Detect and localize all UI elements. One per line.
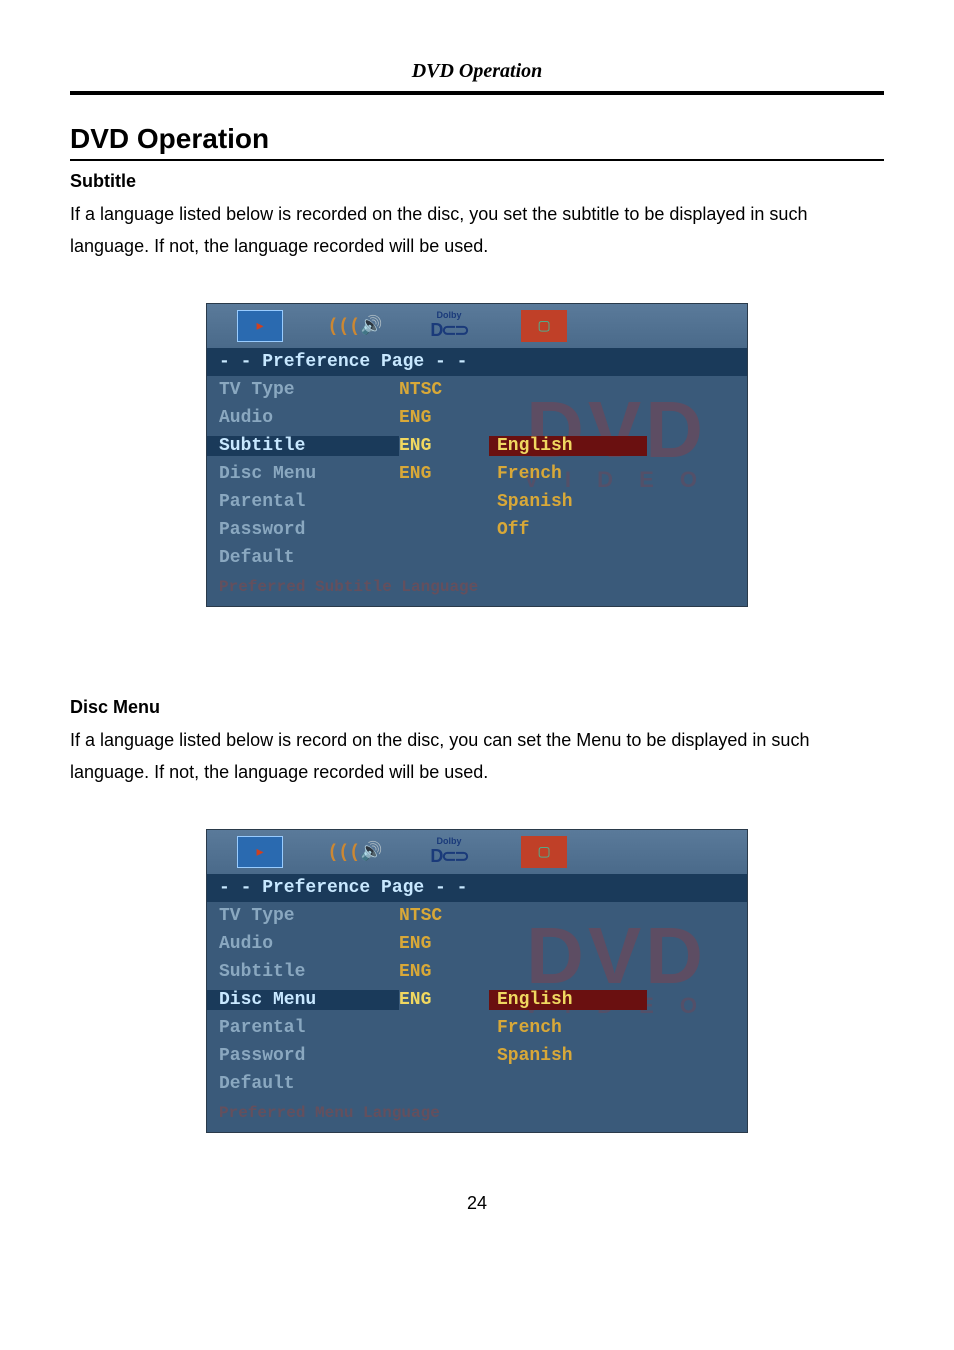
menu-item-label: Default [207,548,399,568]
section-heading-subtitle: Subtitle [70,171,884,192]
osd-screenshot-subtitle: DVD V I D E O ▸ (((🔊 Dolby D⊂⊃ ▢ - - Pre… [70,303,884,607]
tab-general-icon[interactable]: ▸ [237,836,283,868]
menu-row[interactable]: TV TypeNTSC [207,902,747,930]
menu-row[interactable]: AudioENG [207,930,747,958]
menu-item-label: Parental [207,1018,399,1038]
menu-row[interactable]: Password Spanish [207,1042,747,1070]
menu-item-value: NTSC [399,380,489,400]
menu-item-label: Default [207,1074,399,1094]
menu-item-label: Password [207,1046,399,1066]
section-body-subtitle: If a language listed below is recorded o… [70,198,884,263]
osd-footer-hint: Preferred Subtitle Language [207,572,747,606]
menu-item-option[interactable]: French [489,1018,647,1038]
menu-item-label: Subtitle [207,962,399,982]
menu-item-label: TV Type [207,380,399,400]
tab-preference-icon[interactable]: ▢ [521,836,567,868]
dolby-dd: D⊂⊃ [430,320,467,341]
section-body-discmenu: If a language listed below is record on … [70,724,884,789]
menu-item-value: ENG [399,934,489,954]
menu-row[interactable]: Default [207,544,747,572]
menu-item-label: Subtitle [207,436,399,456]
menu-item-option[interactable]: Spanish [489,1046,647,1066]
osd-footer-hint: Preferred Menu Language [207,1098,747,1132]
page-title: DVD Operation [70,123,884,155]
menu-item-label: TV Type [207,906,399,926]
menu-row[interactable]: Disc MenuENGEnglish [207,986,747,1014]
title-underline [70,159,884,161]
menu-row[interactable]: TV TypeNTSC [207,376,747,404]
dolby-label: Dolby [436,836,461,846]
menu-item-label: Disc Menu [207,990,399,1010]
menu-item-value: NTSC [399,906,489,926]
header-rule [70,91,884,95]
tab-dolby-icon[interactable]: Dolby D⊂⊃ [427,837,471,867]
osd-page-title: - - Preference Page - - [207,874,747,902]
osd-tab-bar: ▸ (((🔊 Dolby D⊂⊃ ▢ [207,304,747,348]
menu-item-label: Audio [207,934,399,954]
menu-item-label: Password [207,520,399,540]
menu-row[interactable]: SubtitleENG [207,958,747,986]
osd-screenshot-discmenu: DVD V I D E O ▸ (((🔊 Dolby D⊂⊃ ▢ - - Pre… [70,829,884,1133]
dolby-label: Dolby [436,310,461,320]
menu-item-option[interactable]: Off [489,520,647,540]
osd-screen: DVD V I D E O ▸ (((🔊 Dolby D⊂⊃ ▢ - - Pre… [206,303,748,607]
menu-row[interactable]: Parental Spanish [207,488,747,516]
menu-item-value: ENG [399,464,489,484]
menu-row[interactable]: SubtitleENGEnglish [207,432,747,460]
tab-general-icon[interactable]: ▸ [237,310,283,342]
menu-row[interactable]: AudioENG [207,404,747,432]
menu-row[interactable]: Parental French [207,1014,747,1042]
menu-item-value: ENG [399,990,489,1010]
running-header: DVD Operation [70,60,884,83]
osd-screen: DVD V I D E O ▸ (((🔊 Dolby D⊂⊃ ▢ - - Pre… [206,829,748,1133]
tab-audio-icon[interactable]: (((🔊 [333,837,377,867]
page: DVD Operation DVD Operation Subtitle If … [0,0,954,1254]
osd-page-title: - - Preference Page - - [207,348,747,376]
menu-item-option[interactable]: French [489,464,647,484]
menu-item-value: ENG [399,408,489,428]
menu-item-option[interactable]: English [489,990,647,1010]
menu-item-label: Parental [207,492,399,512]
tab-preference-icon[interactable]: ▢ [521,310,567,342]
osd-tab-bar: ▸ (((🔊 Dolby D⊂⊃ ▢ [207,830,747,874]
osd-menu-body: TV TypeNTSCAudioENGSubtitleENGDisc MenuE… [207,902,747,1098]
menu-item-label: Audio [207,408,399,428]
menu-item-value: ENG [399,962,489,982]
dolby-dd: D⊂⊃ [430,846,467,867]
tab-audio-icon[interactable]: (((🔊 [333,311,377,341]
menu-item-option[interactable]: English [489,436,647,456]
osd-menu-body: TV TypeNTSCAudioENGSubtitleENGEnglishDis… [207,376,747,572]
menu-row[interactable]: Default [207,1070,747,1098]
tab-dolby-icon[interactable]: Dolby D⊂⊃ [427,311,471,341]
menu-item-value: ENG [399,436,489,456]
menu-item-option[interactable]: Spanish [489,492,647,512]
page-number: 24 [70,1193,884,1214]
menu-row[interactable]: Password Off [207,516,747,544]
menu-row[interactable]: Disc MenuENGFrench [207,460,747,488]
section-heading-discmenu: Disc Menu [70,697,884,718]
menu-item-label: Disc Menu [207,464,399,484]
